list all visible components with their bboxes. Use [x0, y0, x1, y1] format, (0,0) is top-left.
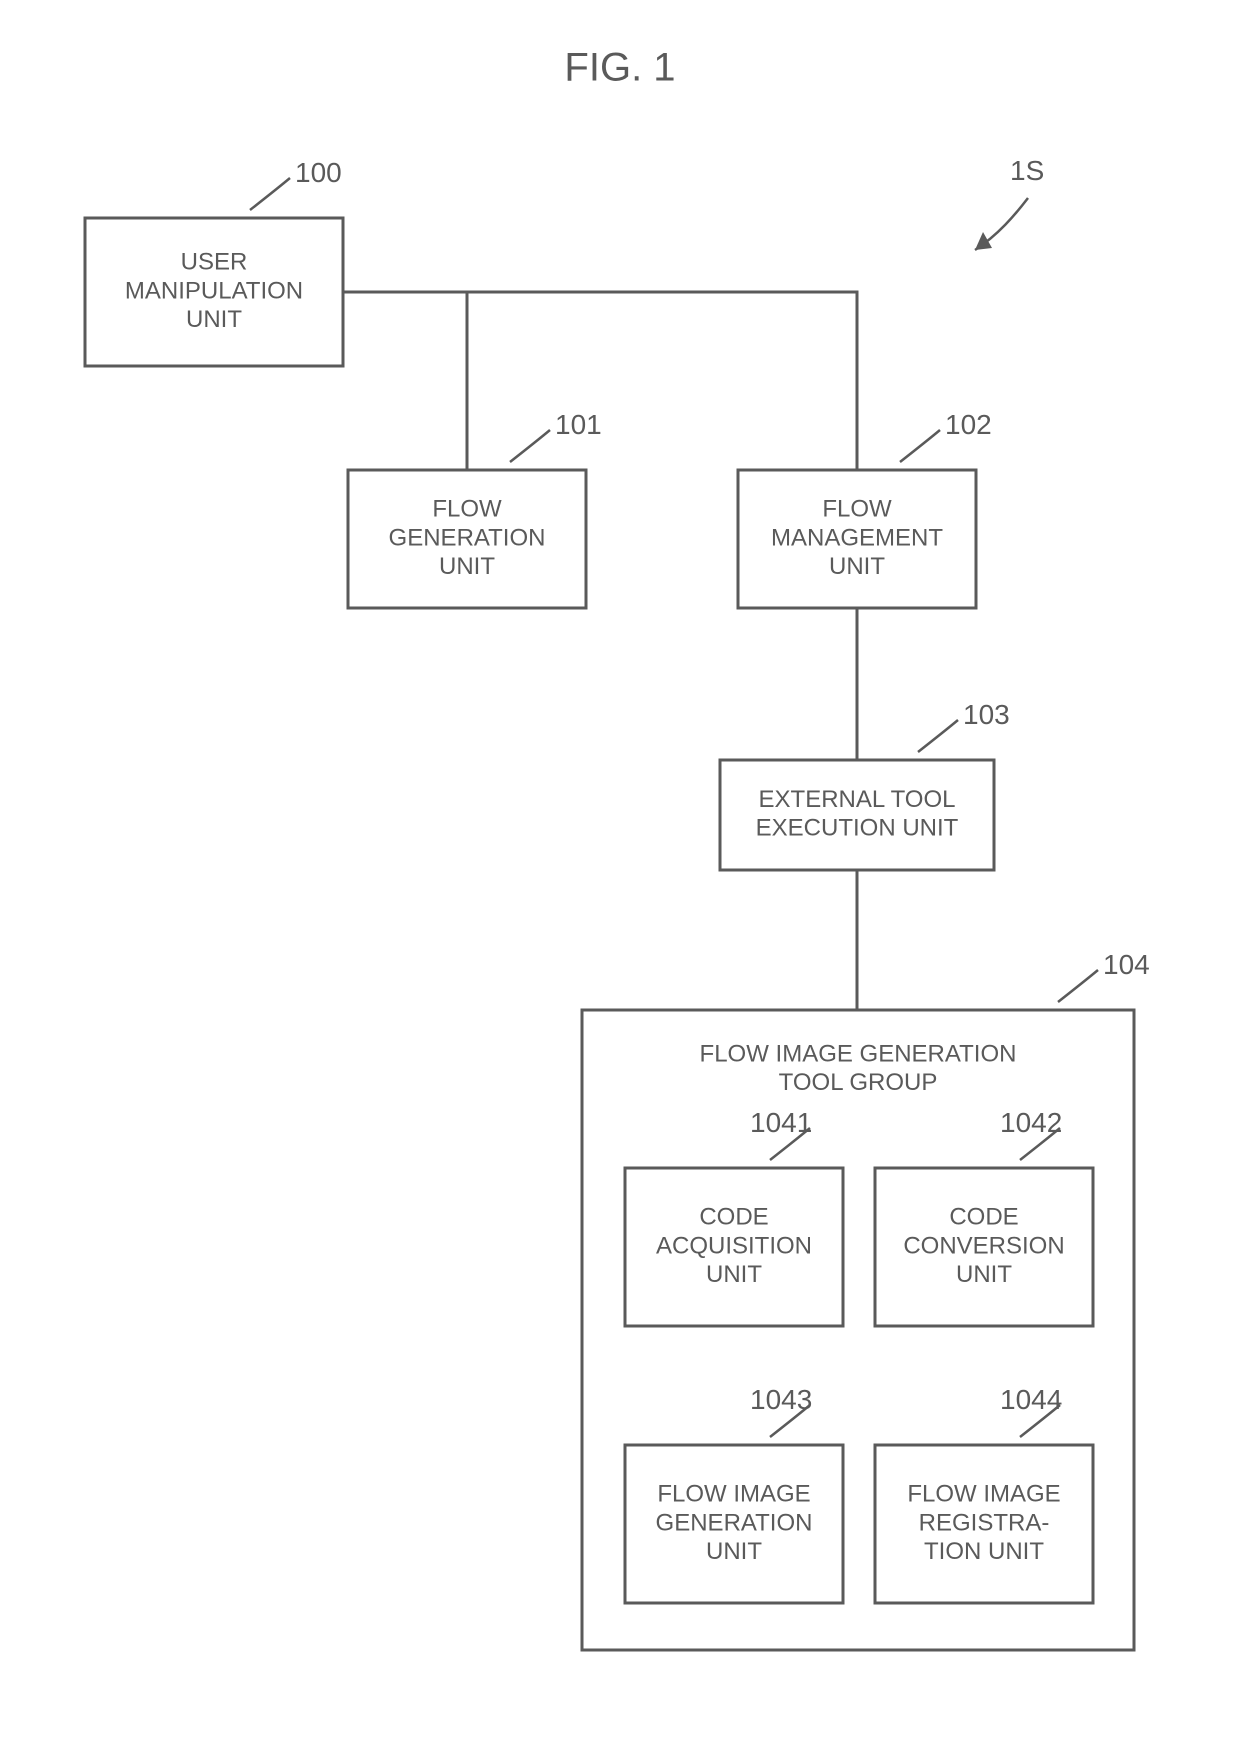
ref-leader-104 [1058, 970, 1098, 1002]
ref-label-103: 103 [963, 699, 1010, 730]
node-101-label-line-2: UNIT [439, 553, 495, 580]
node-1044-label-line-2: TION UNIT [924, 1538, 1044, 1565]
node-101-label-line-1: GENERATION [389, 524, 546, 551]
ref-label-1041: 1041 [750, 1107, 812, 1138]
ref-label-102: 102 [945, 409, 992, 440]
node-1041: CODEACQUISITIONUNIT [625, 1168, 843, 1326]
node-102-label-line-1: MANAGEMENT [771, 524, 943, 551]
node-103: EXTERNAL TOOLEXECUTION UNIT [720, 760, 994, 870]
node-1042: CODECONVERSIONUNIT [875, 1168, 1093, 1326]
ref-label-1042: 1042 [1000, 1107, 1062, 1138]
node-1041-label-line-1: ACQUISITION [656, 1232, 812, 1259]
node-1044-label-line-0: FLOW IMAGE [907, 1481, 1060, 1508]
ref-label-1043: 1043 [750, 1384, 812, 1415]
node-100: USERMANIPULATIONUNIT [85, 218, 343, 366]
node-1043-label-line-0: FLOW IMAGE [657, 1481, 810, 1508]
node-1043: FLOW IMAGEGENERATIONUNIT [625, 1445, 843, 1603]
system-ref-label: 1S [1010, 155, 1044, 186]
node-100-label-line-1: MANIPULATION [125, 277, 303, 304]
node-1042-label-line-0: CODE [949, 1204, 1018, 1231]
ref-leader-103 [918, 720, 958, 752]
node-101: FLOWGENERATIONUNIT [348, 470, 586, 608]
ref-label-100: 100 [295, 157, 342, 188]
connector-0 [343, 292, 857, 470]
ref-leader-102 [900, 430, 940, 462]
ref-leader-100 [250, 178, 290, 210]
node-104-title-line-0: FLOW IMAGE GENERATION [700, 1040, 1017, 1067]
node-1042-label-line-2: UNIT [956, 1261, 1012, 1288]
node-1041-label-line-0: CODE [699, 1204, 768, 1231]
node-102-label-line-2: UNIT [829, 553, 885, 580]
node-1044-label-line-1: REGISTRA- [919, 1509, 1050, 1536]
node-102: FLOWMANAGEMENTUNIT [738, 470, 976, 608]
node-100-label-line-0: USER [181, 249, 248, 276]
node-100-label-line-2: UNIT [186, 306, 242, 333]
node-103-label-line-1: EXECUTION UNIT [756, 815, 959, 842]
ref-label-1044: 1044 [1000, 1384, 1062, 1415]
node-1042-label-line-1: CONVERSION [903, 1232, 1064, 1259]
ref-label-104: 104 [1103, 949, 1150, 980]
figure-title: FIG. 1 [564, 46, 675, 90]
ref-leader-101 [510, 430, 550, 462]
node-102-label-line-0: FLOW [822, 496, 892, 523]
node-101-label-line-0: FLOW [432, 496, 502, 523]
ref-label-101: 101 [555, 409, 602, 440]
node-104-title-line-1: TOOL GROUP [779, 1069, 938, 1096]
node-1043-label-line-1: GENERATION [656, 1509, 813, 1536]
node-1044: FLOW IMAGEREGISTRA-TION UNIT [875, 1445, 1093, 1603]
node-1041-label-line-2: UNIT [706, 1261, 762, 1288]
system-ref-arrow-head [975, 232, 992, 250]
node-103-label-line-0: EXTERNAL TOOL [759, 786, 956, 813]
node-1043-label-line-2: UNIT [706, 1538, 762, 1565]
